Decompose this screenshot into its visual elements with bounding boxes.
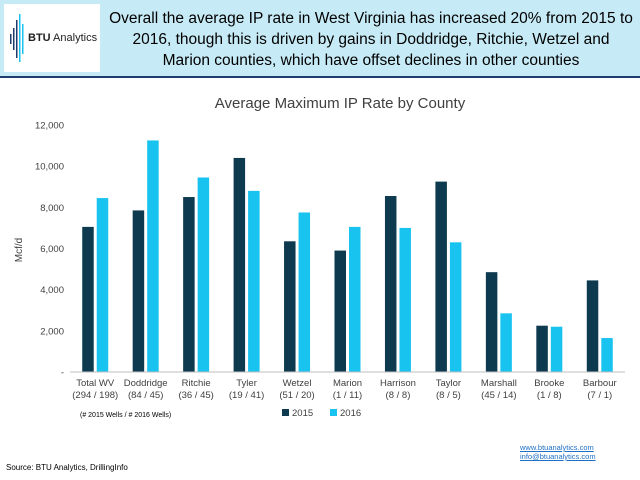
- x-tick-wells-label: (84 / 45): [128, 390, 163, 401]
- bar-2016-taylor: [449, 242, 462, 372]
- x-tick-label: Total WV: [76, 378, 115, 389]
- logo-text-rest: Analytics: [50, 32, 98, 44]
- bar-2016-total-wv: [96, 198, 109, 372]
- x-tick-wells-label: (51 / 20): [279, 390, 314, 401]
- bar-2015-harrison: [384, 196, 397, 372]
- bar-2015-ritchie: [183, 197, 195, 372]
- bar-2016-harrison: [399, 227, 411, 372]
- legend-swatch-2015: [282, 409, 289, 416]
- bars-group: [82, 140, 613, 372]
- header-banner: BTU Analytics Overall the average IP rat…: [0, 0, 640, 76]
- email-link[interactable]: info@btuanalytics.com: [520, 452, 596, 461]
- x-tick-wells-label: (1 / 8): [537, 390, 562, 401]
- source-note: Source: BTU Analytics, DrillingInfo: [6, 463, 128, 472]
- logo-text: BTU Analytics: [28, 32, 97, 44]
- legend-label-2015: 2015: [292, 408, 313, 419]
- y-tick-label: 6,000: [40, 244, 64, 255]
- legend-label-2016: 2016: [340, 408, 361, 419]
- logo-text-bold: BTU: [28, 32, 51, 44]
- x-tick-label: Brooke: [534, 378, 564, 389]
- bar-2015-barbour: [586, 280, 599, 372]
- x-tick-label: Barbour: [583, 378, 617, 389]
- x-tick-label: Ritchie: [182, 378, 211, 389]
- x-tick-wells-label: (1 / 11): [333, 390, 362, 401]
- y-axis: - 2,000 4,000 6,000 8,000 10,000 12,000: [35, 121, 64, 379]
- website-link[interactable]: www.btuanalytics.com: [520, 443, 594, 452]
- wells-note: (# 2015 Wells / # 2016 Wells): [80, 412, 172, 419]
- bar-2016-tyler: [248, 190, 260, 372]
- company-logo: BTU Analytics: [4, 4, 100, 72]
- bar-2016-wetzel: [298, 212, 311, 372]
- bar-2015-total-wv: [82, 226, 94, 372]
- x-tick-wells-label: (36 / 45): [178, 390, 213, 401]
- bar-2015-taylor: [435, 181, 447, 372]
- x-tick-wells-label: (45 / 14): [481, 390, 516, 401]
- bar-2015-tyler: [233, 157, 246, 372]
- bar-2016-brooke: [550, 326, 563, 372]
- bar-2016-barbour: [601, 338, 613, 372]
- legend-swatch-2016: [330, 409, 337, 416]
- x-tick-label: Doddridge: [124, 378, 168, 389]
- x-tick-label: Marion: [333, 378, 362, 389]
- y-tick-label: -: [61, 368, 64, 379]
- y-axis-label: Mcf/d: [14, 238, 25, 262]
- x-tick-wells-label: (7 / 1): [587, 390, 612, 401]
- bar-2016-marshall: [500, 313, 512, 372]
- header-divider: [0, 76, 640, 78]
- y-tick-label: 8,000: [40, 203, 64, 214]
- headline-text: Overall the average IP rate in West Virg…: [109, 10, 633, 69]
- y-tick-label: 2,000: [40, 326, 64, 337]
- x-tick-label: Marshall: [481, 378, 517, 389]
- bar-2016-ritchie: [197, 177, 210, 372]
- x-tick-wells-label: (19 / 41): [229, 390, 264, 401]
- bar-2016-doddridge: [147, 140, 159, 372]
- y-tick-label: 4,000: [40, 285, 64, 296]
- x-tick-label: Harrison: [380, 378, 416, 389]
- x-tick-wells-label: (8 / 8): [386, 390, 411, 401]
- bar-2015-wetzel: [284, 241, 296, 372]
- bar-2015-brooke: [536, 325, 548, 372]
- x-tick-wells-label: (8 / 5): [436, 390, 461, 401]
- x-tick-wells-label: (294 / 198): [72, 390, 118, 401]
- y-tick-label: 12,000: [35, 121, 64, 132]
- bar-2016-marion: [349, 226, 361, 372]
- bar-2015-doddridge: [132, 210, 145, 372]
- y-tick-label: 10,000: [35, 162, 64, 173]
- x-axis: Total WV(294 / 198) Doddridge(84 / 45) Rit…: [72, 378, 616, 401]
- x-tick-label: Tyler: [236, 378, 257, 389]
- chart-title: Average Maximum IP Rate by County: [215, 95, 466, 112]
- logo-bars-icon: [10, 14, 24, 62]
- x-tick-label: Taylor: [436, 378, 461, 389]
- x-tick-label: Wetzel: [283, 378, 312, 389]
- bar-2015-marion: [334, 250, 346, 372]
- bar-2015-marshall: [485, 272, 498, 372]
- legend: 2015 2016: [282, 408, 361, 419]
